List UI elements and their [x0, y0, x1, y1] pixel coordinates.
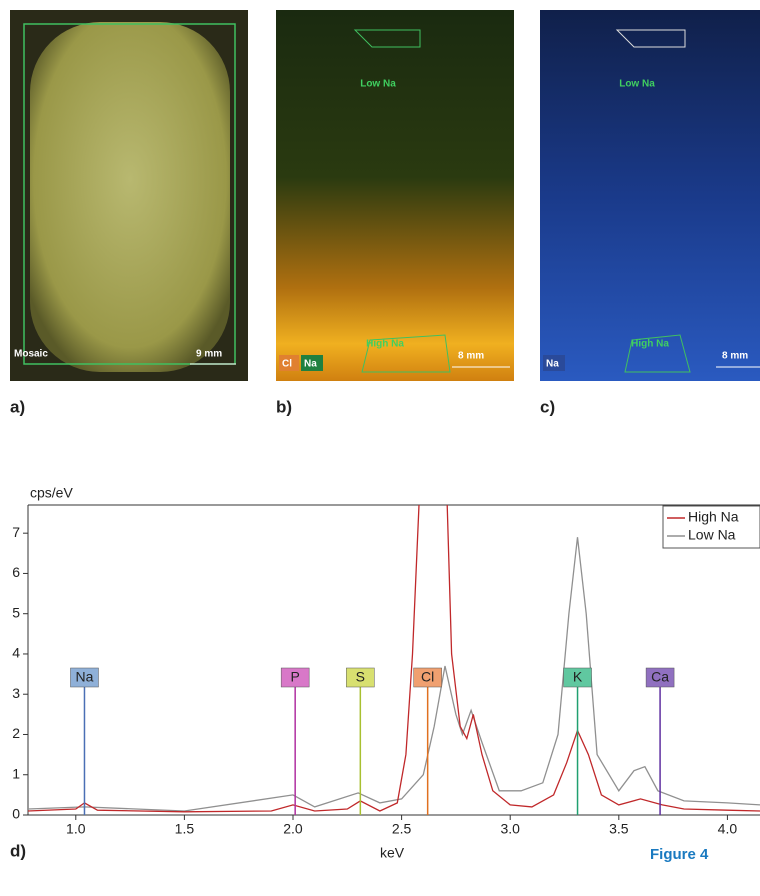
panel-image [276, 10, 514, 381]
series-line [28, 505, 760, 813]
y-tick-label: 2 [12, 725, 20, 741]
roi [353, 29, 421, 48]
y-tick-label: 5 [12, 604, 20, 620]
element-tag [70, 667, 99, 688]
panel-letter: d) [10, 841, 26, 860]
element-label: Na [304, 359, 317, 370]
x-axis-label: keV [380, 845, 405, 861]
legend-box [662, 505, 760, 549]
element-label: Na [546, 359, 559, 370]
scale-label: 8 mm [722, 351, 748, 362]
x-tick-label: 4.0 [718, 821, 738, 837]
legend-swatch [279, 355, 299, 371]
roi [23, 23, 236, 365]
roi [615, 29, 686, 48]
x-tick-label: 1.5 [175, 821, 195, 837]
x-tick-label: 3.5 [609, 821, 629, 837]
element-tag [346, 667, 375, 688]
panel-image [540, 10, 760, 381]
element-label: Cl [282, 359, 292, 370]
y-tick-label: 1 [12, 765, 20, 781]
scale-label: 8 mm [458, 351, 484, 362]
plot-area [28, 505, 760, 813]
region-label: High Na [366, 339, 404, 350]
roi [361, 334, 451, 373]
element-label: S [356, 669, 365, 685]
x-tick-label: 1.0 [66, 821, 86, 837]
figure-label: Figure 4 [650, 846, 709, 863]
y-tick-label: 4 [12, 645, 20, 661]
y-tick-label: 3 [12, 685, 20, 701]
legend-swatch [543, 355, 565, 371]
legend-swatch [301, 355, 323, 371]
y-tick-label: 0 [12, 806, 20, 822]
element-tag [280, 667, 310, 688]
element-label: Ca [651, 669, 669, 685]
x-tick-label: 3.0 [500, 821, 520, 837]
sample [30, 22, 230, 372]
x-tick-label: 2.0 [283, 821, 303, 837]
y-tick-label: 6 [12, 564, 20, 580]
panel-letter: b) [276, 397, 292, 416]
x-tick-label: 2.5 [392, 821, 412, 837]
region-label: Low Na [619, 79, 655, 90]
panel-letter: a) [10, 397, 25, 416]
roi [624, 334, 691, 373]
series-line [28, 537, 760, 812]
legend-label: High Na [688, 509, 739, 525]
y-axis-label: cps/eV [30, 485, 73, 501]
element-tag [563, 667, 592, 688]
region-label: High Na [631, 339, 669, 350]
element-tag [413, 667, 442, 688]
element-label: P [290, 669, 299, 685]
element-label: Na [76, 669, 94, 685]
element-tag [645, 667, 675, 688]
element-label: Cl [421, 669, 434, 685]
caption: Mosaic [14, 349, 48, 360]
region-label: Low Na [360, 79, 396, 90]
panel-letter: c) [540, 397, 555, 416]
legend-label: Low Na [688, 527, 736, 543]
element-label: K [573, 669, 583, 685]
y-tick-label: 7 [12, 524, 20, 540]
scale-label: 9 mm [196, 349, 222, 360]
